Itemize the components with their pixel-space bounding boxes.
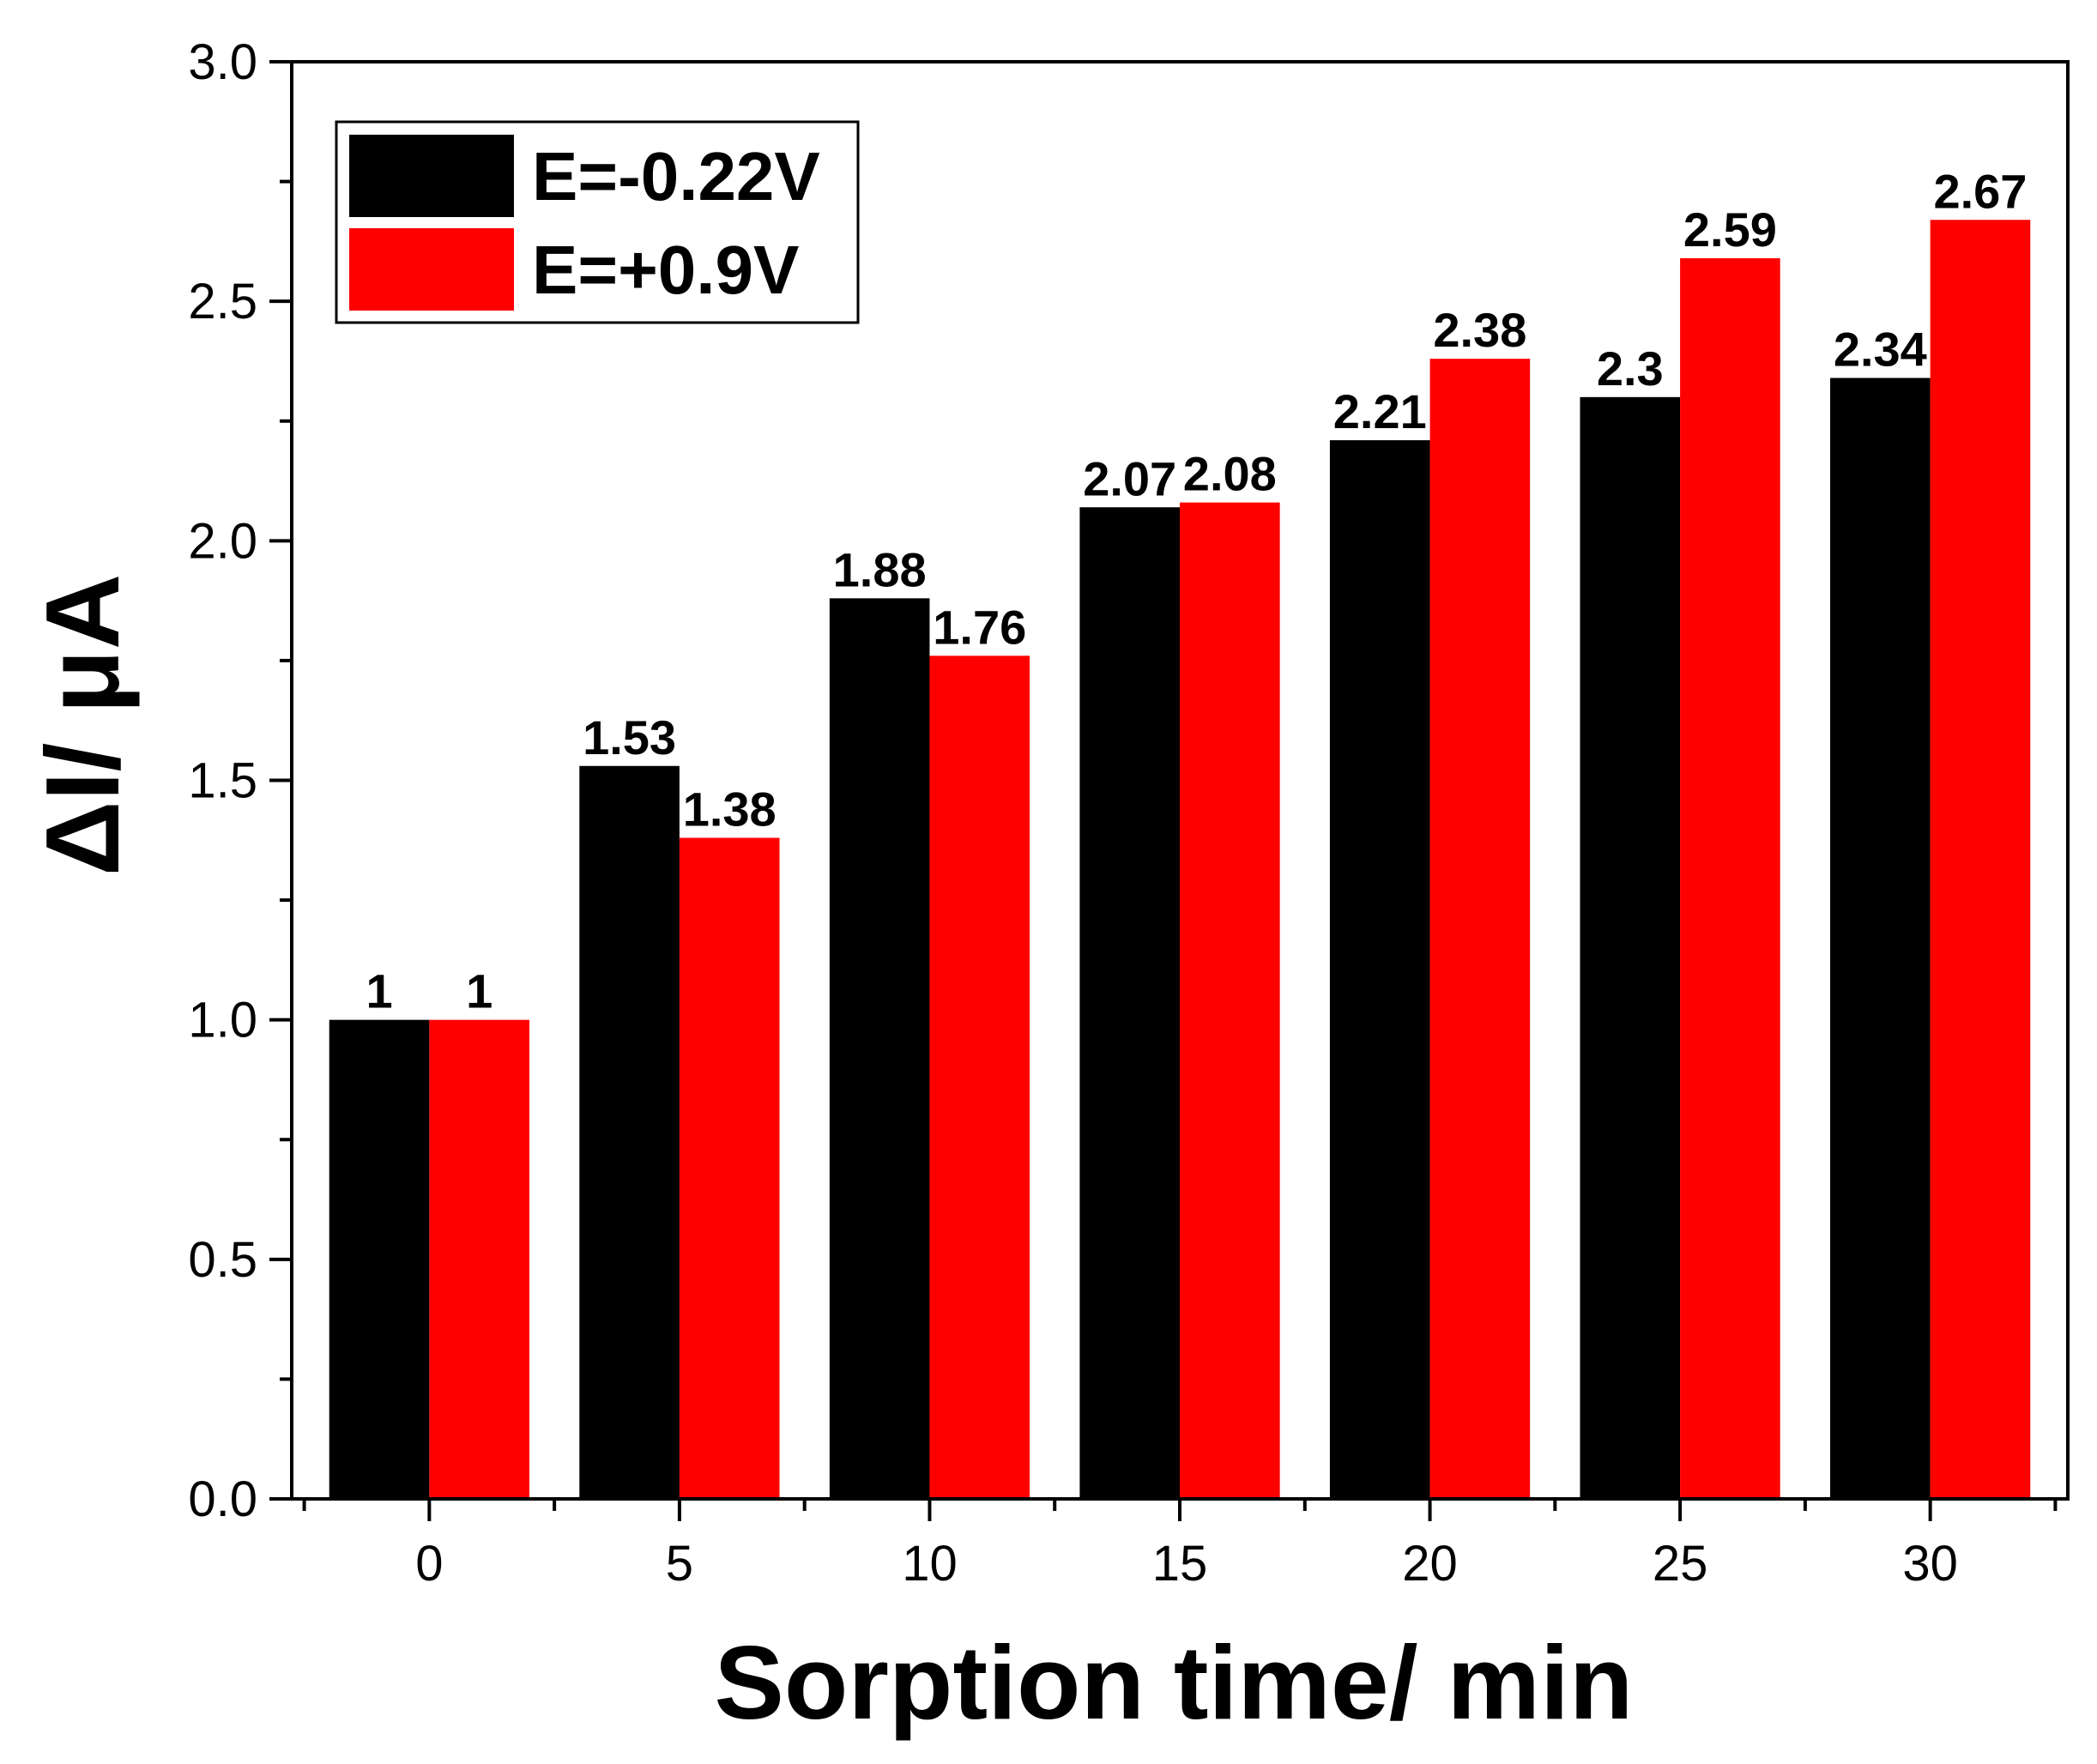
- x-tick-label: 15: [1152, 1536, 1208, 1592]
- legend-label-series-2: E=+0.9V: [532, 232, 799, 308]
- x-tick-label: 10: [902, 1536, 958, 1592]
- bars-layer: [329, 220, 2031, 1500]
- x-tick-label: 25: [1653, 1536, 1708, 1592]
- bar-labels-layer: 1 1 1.531.38 1.881.76 2.07 2.08 2.212.38 2.3 2.5…: [366, 164, 2027, 1018]
- x-axis-title: Sorption time/ min: [715, 1624, 1634, 1741]
- x-axis: 0 5 10 15 20 25 30: [302, 1499, 2058, 1592]
- x-tick-label: 5: [666, 1536, 693, 1592]
- y-tick-label: 3.0: [188, 34, 257, 90]
- bar-label-series-1-20: 2.21: [1333, 384, 1427, 438]
- legend-swatch-series-2: [349, 228, 514, 311]
- bar-series-1-30: [1830, 378, 1931, 1499]
- bar-label-series-2-10: 1.76: [933, 600, 1026, 654]
- bar-label-series-2-15: 2.08: [1183, 447, 1277, 501]
- y-tick-label: 0.0: [188, 1471, 257, 1527]
- legend: E=-0.22V E=+0.9V: [335, 120, 860, 324]
- y-tick-label: 2.0: [188, 513, 257, 569]
- bar-label-series-2-30: 2.67: [1933, 164, 2027, 218]
- bar-label-series-2-0: 1: [466, 964, 493, 1018]
- y-tick-label: 0.5: [188, 1232, 257, 1288]
- bar-series-2-20: [1429, 359, 1531, 1500]
- bar-label-series-1-5: 1.53: [583, 710, 676, 764]
- bar-series-1-15: [1079, 507, 1180, 1499]
- bar-series-1-0: [329, 1019, 430, 1499]
- legend-swatch-series-1: [349, 135, 514, 217]
- bar-label-series-1-25: 2.3: [1597, 341, 1664, 396]
- bar-label-series-1-15: 2.07: [1083, 451, 1176, 505]
- bar-series-1-25: [1580, 396, 1681, 1499]
- bar-series-1-20: [1329, 440, 1430, 1500]
- y-tick-label: 1.0: [188, 993, 257, 1048]
- x-tick-label: 20: [1402, 1536, 1458, 1592]
- x-tick-label: 30: [1902, 1536, 1958, 1592]
- bar-series-2-10: [929, 655, 1030, 1499]
- legend-label-series-1: E=-0.22V: [532, 138, 820, 214]
- x-tick-label: 0: [415, 1536, 443, 1592]
- y-axis-title: ΔI/ μA: [24, 574, 141, 876]
- bar-series-2-15: [1180, 502, 1280, 1499]
- bar-series-2-5: [679, 837, 780, 1499]
- bar-series-1-5: [579, 765, 680, 1499]
- y-tick-label: 2.5: [188, 274, 257, 329]
- bar-label-series-1-0: 1: [366, 964, 392, 1018]
- bar-label-series-2-5: 1.38: [683, 782, 777, 837]
- bar-label-series-2-25: 2.59: [1683, 202, 1777, 257]
- bar-series-2-0: [429, 1019, 529, 1499]
- bar-label-series-1-30: 2.34: [1834, 323, 1927, 377]
- bar-label-series-2-20: 2.38: [1433, 303, 1526, 357]
- bar-series-2-25: [1680, 257, 1780, 1500]
- y-axis: 0.0 0.5 1.0 1.5 2.0 2.5 3.0: [188, 34, 292, 1527]
- bar-label-series-1-10: 1.88: [833, 542, 927, 596]
- y-tick-label: 1.5: [188, 753, 257, 809]
- bar-series-2-30: [1930, 220, 2031, 1499]
- bar-series-1-10: [829, 598, 930, 1500]
